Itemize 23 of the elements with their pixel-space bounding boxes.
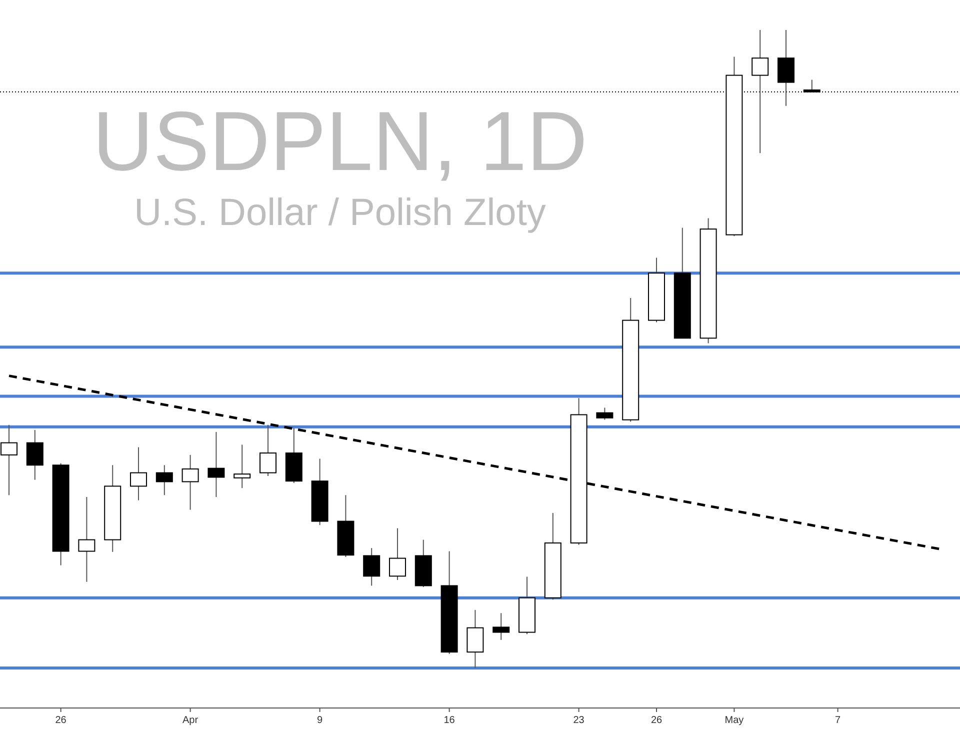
candlestick xyxy=(260,424,276,476)
candlestick xyxy=(363,548,380,586)
x-tick-label: 23 xyxy=(573,715,585,726)
candlestick xyxy=(182,454,199,510)
candlestick xyxy=(492,612,510,640)
x-tick-label: 7 xyxy=(835,715,842,726)
candlestick xyxy=(78,496,96,582)
x-tick-label: Apr xyxy=(182,715,199,726)
candlestick xyxy=(389,528,406,580)
candlestick xyxy=(130,446,147,501)
x-tick-label: 26 xyxy=(55,715,67,726)
candlestick xyxy=(234,444,251,489)
x-tick-label: 16 xyxy=(444,715,456,726)
candlestick xyxy=(596,407,614,420)
text: USDPLN, 1D xyxy=(92,94,588,188)
x-tick-label: 9 xyxy=(317,715,324,726)
candlestick xyxy=(0,424,18,496)
text: U.S. Dollar / Polish Zloty xyxy=(134,192,546,234)
x-tick-label: May xyxy=(724,715,744,726)
x-tick-label: 26 xyxy=(650,715,662,726)
candlestick xyxy=(208,431,225,498)
candlestick xyxy=(26,430,44,480)
candlestick xyxy=(156,464,173,496)
